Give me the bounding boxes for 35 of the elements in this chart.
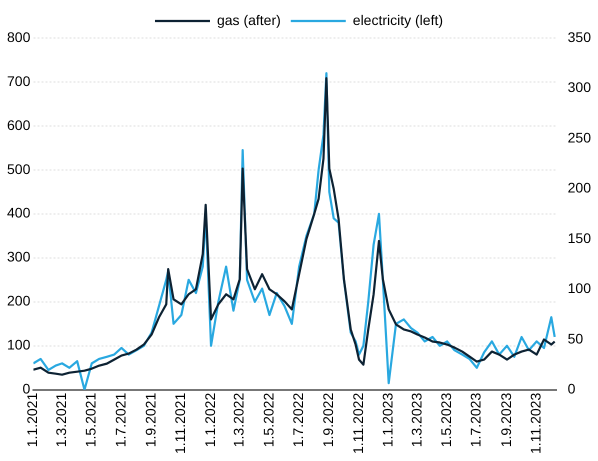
x-tick-label: 1.3.2022 (230, 392, 247, 448)
x-tick-label: 1.7.2021 (112, 392, 128, 448)
y2-tick-label: 0 (568, 380, 576, 397)
y2-tick-label: 350 (568, 28, 592, 45)
y2-tick-label: 250 (568, 129, 592, 146)
x-tick-label: 1.3.2021 (52, 392, 69, 448)
y-tick-label: 800 (7, 28, 31, 45)
x-tick-label: 1.1.2022 (202, 392, 218, 448)
x-tick-label: 1.9.2023 (498, 392, 514, 448)
x-tick-label: 1.5.2023 (438, 392, 454, 448)
y2-tick-label: 200 (568, 180, 592, 196)
x-tick-label: 1.7.2022 (290, 392, 306, 448)
y-tick-label: 300 (7, 248, 31, 265)
x-tick-label: 1.11.2022 (350, 392, 366, 454)
legend-label: gas (after) (216, 12, 281, 28)
y-tick-label: 500 (7, 160, 31, 177)
x-tick-label: 1.11.2023 (528, 392, 544, 454)
y-tick-label: 100 (7, 336, 31, 353)
x-tick-label: 1.5.2021 (82, 392, 99, 448)
y2-tick-label: 50 (568, 330, 584, 346)
x-tick-label: 1.3.2023 (408, 392, 424, 448)
y-tick-label: 400 (7, 204, 31, 221)
legend-label: electricity (left) (352, 12, 444, 28)
x-tick-label: 1.9.2021 (142, 392, 159, 448)
y-tick-label: 200 (7, 292, 31, 309)
y2-tick-label: 100 (568, 280, 592, 296)
y-tick-label: 600 (7, 116, 31, 133)
y2-tick-label: 150 (568, 230, 592, 246)
y2-tick-label: 300 (568, 79, 592, 96)
x-tick-label: 1.7.2023 (468, 392, 484, 448)
x-tick-label: 1.1.2023 (380, 392, 396, 448)
x-tick-label: 1.9.2022 (320, 392, 336, 448)
x-tick-label: 1.11.2021 (172, 392, 188, 454)
y-tick-label: 700 (7, 72, 31, 89)
x-tick-label: 1.5.2022 (260, 392, 276, 448)
